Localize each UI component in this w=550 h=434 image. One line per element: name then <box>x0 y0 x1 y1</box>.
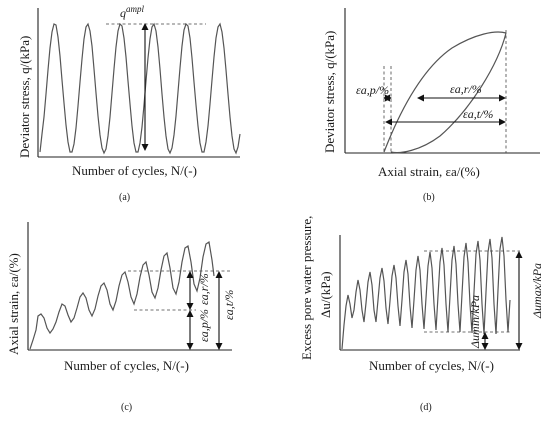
panel-d: Δumin/kPa Δumax/kPa Excess pore water pr… <box>299 216 544 413</box>
panel-d-max-label: Δumax/kPa <box>530 263 544 319</box>
panel-b-caption: (b) <box>423 192 435 203</box>
panel-c-y-label: Axial strain, εa/(%) <box>6 253 21 355</box>
panel-b-unloading-curve <box>390 32 507 154</box>
panel-d-min-label: Δumin/kPa <box>468 295 482 349</box>
panel-b-x-label: Axial strain, εa/(%) <box>378 164 480 179</box>
panel-c-resilient-label: εa,r/% <box>197 273 211 305</box>
panel-c-permanent-label: εa,p/% <box>197 309 211 342</box>
panel-c-caption: (c) <box>121 402 132 413</box>
panel-b-total-label: εa,t/% <box>463 107 493 121</box>
panel-b: εa,p/% εa,r/% εa,t/% Deviator stress, q/… <box>322 8 540 203</box>
panel-d-x-label: Number of cycles, N/(-) <box>369 358 494 373</box>
panel-a-y-label: Deviator stress, q/(kPa) <box>17 36 32 158</box>
panel-c-total-label: εa,t/% <box>222 290 236 320</box>
panel-a-amplitude-label: qampl <box>120 4 144 20</box>
panel-d-y-label-line2: Δu/(kPa) <box>318 271 333 318</box>
panel-b-y-label: Deviator stress, q/(kPa) <box>322 31 337 153</box>
panel-b-loading-curve <box>383 31 507 153</box>
panel-b-permanent-label: εa,p/% <box>356 83 389 97</box>
panel-a-stress-curve <box>39 22 241 155</box>
panel-c-strain-curve <box>29 240 215 350</box>
panel-a-caption: (a) <box>119 192 130 203</box>
panel-d-pore-pressure-curve <box>341 236 511 350</box>
panel-d-y-label-line1: Excess pore water pressure, <box>299 216 314 360</box>
panel-b-resilient-label: εa,r/% <box>450 82 482 96</box>
panel-c: εa,r/% εa,p/% εa,t/% Axial strain, εa/(%… <box>6 222 236 413</box>
panel-d-caption: (d) <box>420 402 432 413</box>
panel-a: qampl Deviator stress, q/(kPa) Number of… <box>17 4 241 203</box>
panel-a-x-label: Number of cycles, N/(-) <box>72 163 197 178</box>
panel-c-x-label: Number of cycles, N/(-) <box>64 358 189 373</box>
